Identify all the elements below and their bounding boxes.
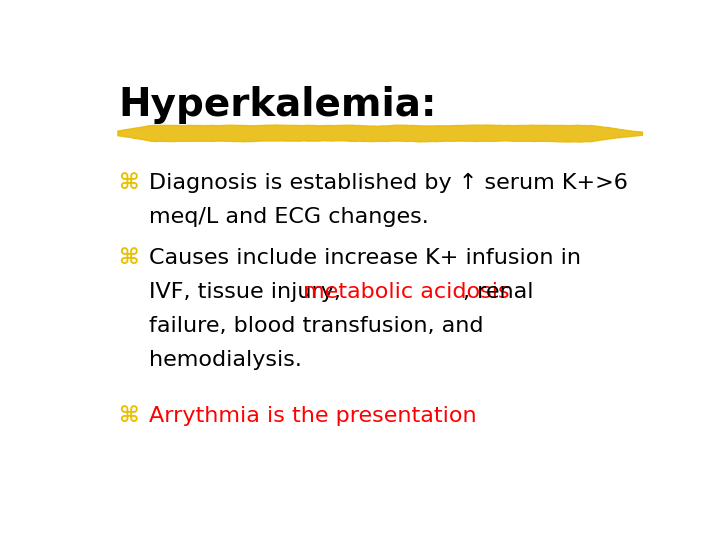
Text: metabolic acidosis: metabolic acidosis <box>303 282 510 302</box>
Text: ⌘: ⌘ <box>118 173 138 193</box>
Text: Diagnosis is established by ↑ serum K+>6: Diagnosis is established by ↑ serum K+>6 <box>148 173 627 193</box>
Text: failure, blood transfusion, and: failure, blood transfusion, and <box>148 316 483 336</box>
Text: Hyperkalemia:: Hyperkalemia: <box>118 85 436 124</box>
Text: ⌘: ⌘ <box>118 248 138 268</box>
Polygon shape <box>118 125 642 142</box>
Text: ⌘: ⌘ <box>118 406 138 426</box>
Text: meq/L and ECG changes.: meq/L and ECG changes. <box>148 207 428 227</box>
Text: hemodialysis.: hemodialysis. <box>148 350 302 370</box>
Text: , renal: , renal <box>463 282 534 302</box>
Text: IVF, tissue injury,: IVF, tissue injury, <box>148 282 348 302</box>
Text: Arrythmia is the presentation: Arrythmia is the presentation <box>148 406 476 426</box>
Text: Causes include increase K+ infusion in: Causes include increase K+ infusion in <box>148 248 580 268</box>
